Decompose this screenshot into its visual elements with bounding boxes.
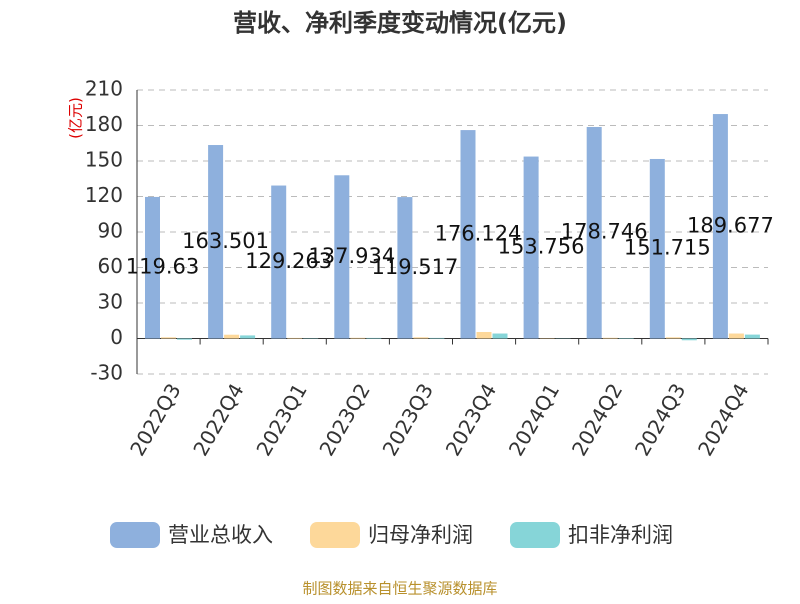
- data-label: 151.715: [624, 236, 711, 260]
- y-tick-label: 210: [85, 77, 123, 101]
- bar: [729, 334, 744, 339]
- legend-swatch: [510, 522, 560, 548]
- bar: [666, 337, 681, 338]
- bar: [177, 339, 192, 340]
- bar: [161, 337, 176, 338]
- y-tick-label: -30: [90, 361, 123, 385]
- legend-label: 归母净利润: [368, 523, 473, 547]
- x-tick-label: 2024Q4: [693, 379, 753, 460]
- bar: [240, 335, 255, 338]
- chart-title: 营收、净利季度变动情况(亿元): [233, 9, 567, 37]
- legend-label: 扣非净利润: [568, 523, 673, 547]
- x-tick-label: 2023Q3: [378, 379, 438, 460]
- data-label: 189.677: [687, 213, 774, 237]
- x-tick-label: 2023Q4: [441, 379, 501, 460]
- bar: [413, 337, 428, 338]
- y-tick-label: 150: [85, 148, 123, 172]
- bar: [682, 339, 697, 341]
- x-tick-label: 2023Q1: [251, 379, 311, 460]
- bar: [366, 338, 381, 339]
- x-tick-label: 2022Q4: [188, 379, 248, 460]
- bar: [224, 335, 239, 339]
- bar: [477, 332, 492, 339]
- bar: [287, 338, 302, 339]
- y-tick-label: 0: [110, 325, 123, 349]
- x-tick-label: 2024Q3: [630, 379, 690, 460]
- bar: [350, 338, 365, 339]
- data-label: 119.517: [371, 255, 458, 279]
- bar: [493, 334, 508, 339]
- x-tick-label: 2023Q2: [314, 379, 374, 460]
- legend-swatch: [310, 522, 360, 548]
- y-tick-label: 180: [85, 112, 123, 136]
- data-label: 119.63: [126, 255, 199, 279]
- y-tick-label: 90: [98, 219, 123, 243]
- legend-label: 营业总收入: [168, 523, 273, 547]
- x-tick-label: 2024Q1: [504, 379, 564, 460]
- x-tick-label: 2022Q3: [125, 379, 185, 460]
- source-note: 制图数据来自恒生聚源数据库: [302, 580, 497, 598]
- bar: [603, 338, 618, 339]
- y-tick-label: 30: [98, 290, 123, 314]
- y-tick-label: 120: [85, 183, 123, 207]
- x-tick-label: 2024Q2: [567, 379, 627, 460]
- y-tick-label: 60: [98, 254, 123, 278]
- bar: [745, 335, 760, 339]
- y-axis-label: (亿元): [67, 97, 85, 139]
- bar: [429, 338, 444, 339]
- legend-swatch: [110, 522, 160, 548]
